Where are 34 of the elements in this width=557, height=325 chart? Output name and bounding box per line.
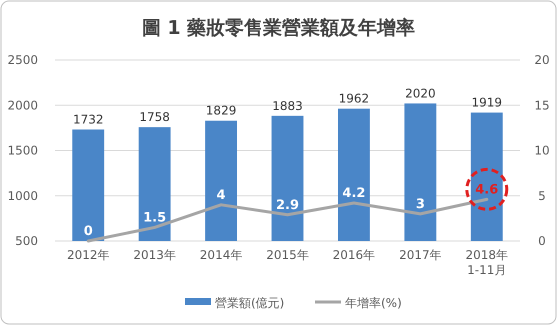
x-tick-label: 2013年 <box>133 248 176 262</box>
y2-tick-label: 5 <box>538 188 546 203</box>
data-label: 4.2 <box>342 186 366 201</box>
y-tick-label: 2500 <box>7 53 38 67</box>
data-label: 2020 <box>405 86 436 100</box>
data-label: 1883 <box>272 98 303 113</box>
data-label: 3 <box>416 196 425 212</box>
x-tick-label: 2015年 <box>266 248 309 262</box>
x-tick-label: 2016年 <box>332 248 376 262</box>
data-label: 1758 <box>139 110 170 124</box>
legend-label: 年增率(%) <box>345 296 402 310</box>
x-tick-label: 2014年 <box>200 248 242 262</box>
y2-tick-label: 20 <box>534 53 550 67</box>
y-tick-label: 1500 <box>7 144 38 158</box>
data-label: 2.9 <box>276 198 300 213</box>
y-tick-label: 500 <box>15 234 38 248</box>
y-tick-label: 2000 <box>7 98 38 112</box>
data-label: 1.5 <box>143 210 166 226</box>
y2-tick-label: 15 <box>534 98 550 112</box>
data-label: 0 <box>84 224 93 239</box>
data-label: 4.6 <box>475 182 498 198</box>
y2-tick-label: 0 <box>538 234 546 248</box>
x-tick-label: 2012年 <box>66 248 110 262</box>
chart-title: 圖 1 藥妝零售業營業額及年增率 <box>142 17 416 39</box>
data-label: 1829 <box>206 104 236 118</box>
data-label: 4 <box>216 188 226 203</box>
y2-tick-label: 10 <box>534 144 550 158</box>
data-label: 1919 <box>472 96 502 110</box>
legend-label: 營業額(億元) <box>215 296 284 310</box>
x-tick-label: 2017年 <box>399 248 442 262</box>
y-tick-label: 1000 <box>7 188 38 203</box>
x-tick-label: 2018年 1-11月 <box>466 248 508 277</box>
data-label: 1732 <box>72 112 104 127</box>
data-label: 1962 <box>338 92 370 106</box>
